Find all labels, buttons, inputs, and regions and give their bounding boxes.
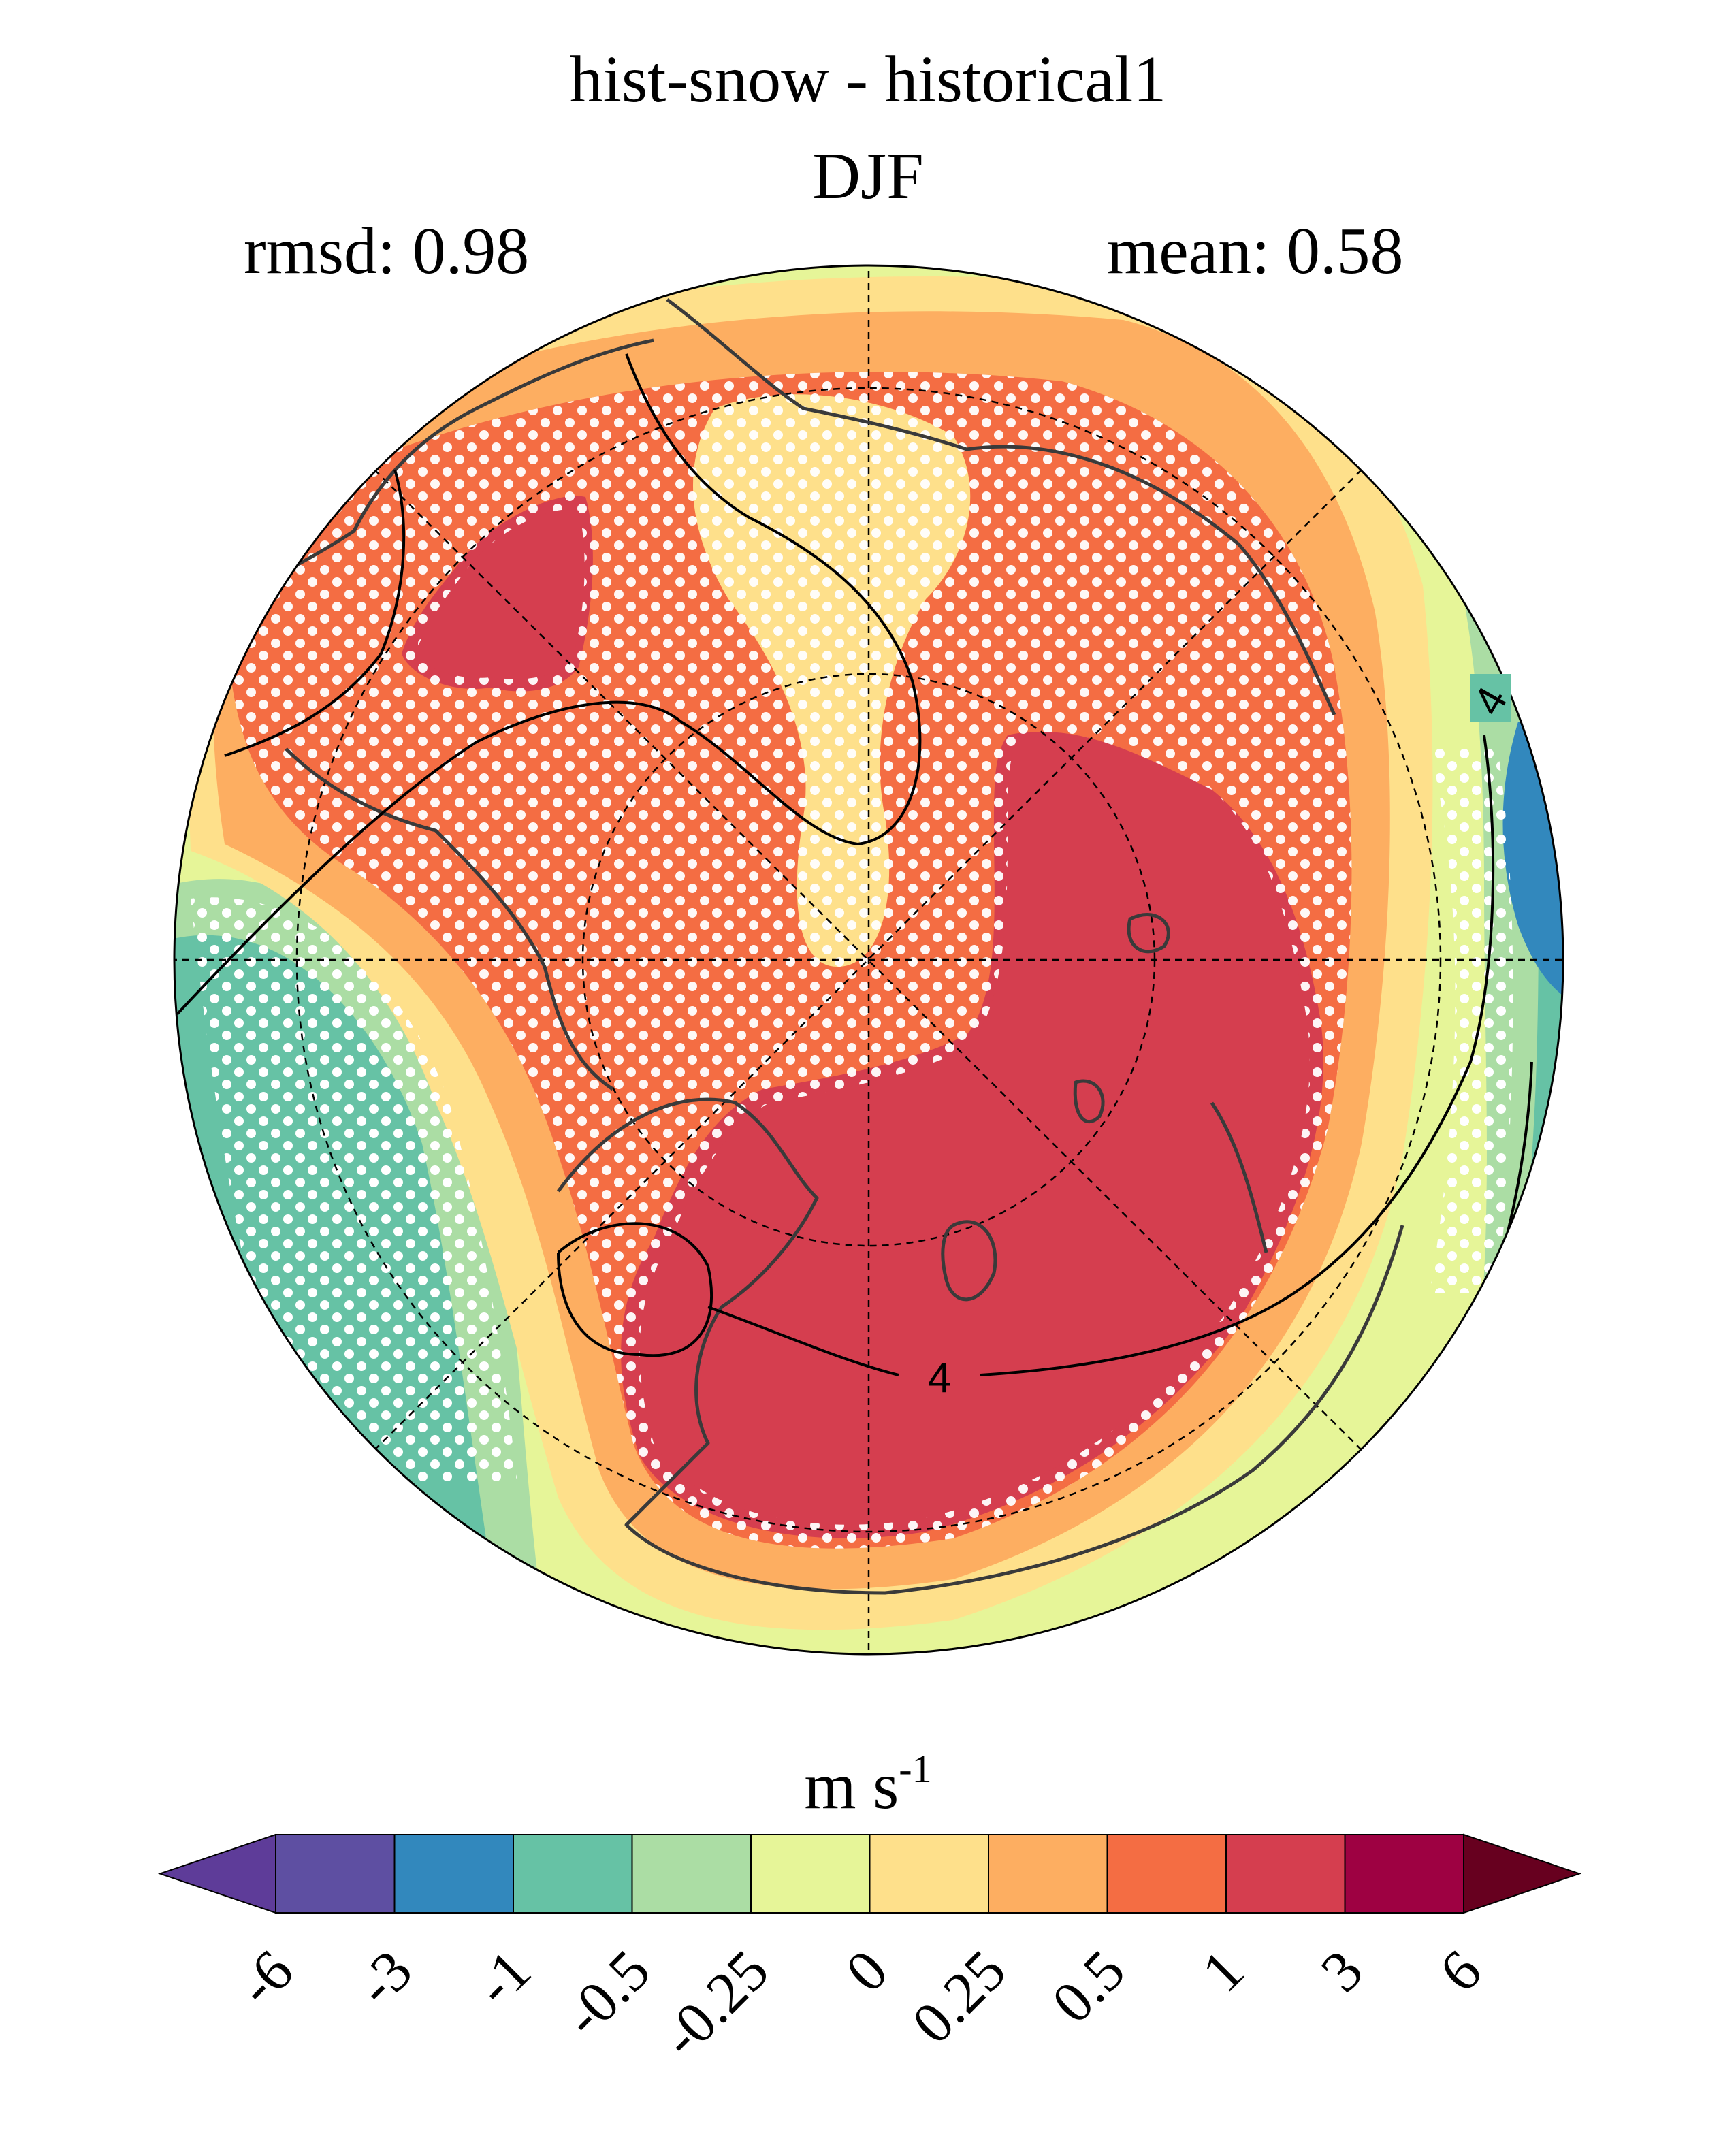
field-strong-pos-core-clear [639, 732, 1310, 1525]
coastline-eurasia [556, 1097, 1404, 1595]
colorbar-unit-text: m s [804, 1749, 899, 1823]
colorbar-extend-max [1463, 1833, 1582, 1914]
coastline-franz-josef [1073, 1079, 1105, 1124]
coastlines [203, 298, 1404, 1595]
graticule [174, 265, 1563, 1654]
colorbar-swatch [513, 1834, 633, 1914]
colorbar-swatch [750, 1834, 871, 1914]
colorbar-swatch [988, 1834, 1108, 1914]
contour-line-south [557, 735, 1495, 1376]
colorbar-swatch [1225, 1834, 1346, 1914]
colorbar-swatch [275, 1834, 396, 1914]
rmsd-stat: rmsd: 0.98 [244, 214, 530, 288]
colorbar-swatch [1106, 1834, 1227, 1914]
colorbar-swatch [393, 1834, 514, 1914]
map-border [173, 264, 1564, 1656]
season-label: DJF [812, 140, 924, 213]
coastline-wrangel [1127, 913, 1170, 954]
colorbar-unit-exponent: -1 [899, 1747, 932, 1791]
map-title: hist-snow - historical1 [569, 43, 1167, 116]
colorbar-swatch [1344, 1834, 1464, 1914]
map-field [174, 265, 1563, 1654]
colorbar-swatch [631, 1834, 752, 1914]
coastline-svalbard [941, 1220, 997, 1302]
latitude-circle-70 [295, 387, 1442, 1533]
colorbar-swatch [869, 1834, 989, 1914]
coastline-greenland-west [285, 747, 614, 1091]
colorbar-extend-min [157, 1833, 276, 1914]
mean-stat: mean: 0.58 [1107, 214, 1404, 288]
contour-line-nw [224, 469, 406, 757]
coastline-novaya-zemlya [1210, 1101, 1268, 1253]
contour-label-south: 4 [928, 1355, 951, 1402]
contour-line-west [176, 353, 922, 1016]
coastline-north-america [666, 298, 1336, 716]
polar-map: 4 4 [173, 264, 1564, 1656]
colorbar-unit: m s-1 [0, 1749, 1736, 1820]
